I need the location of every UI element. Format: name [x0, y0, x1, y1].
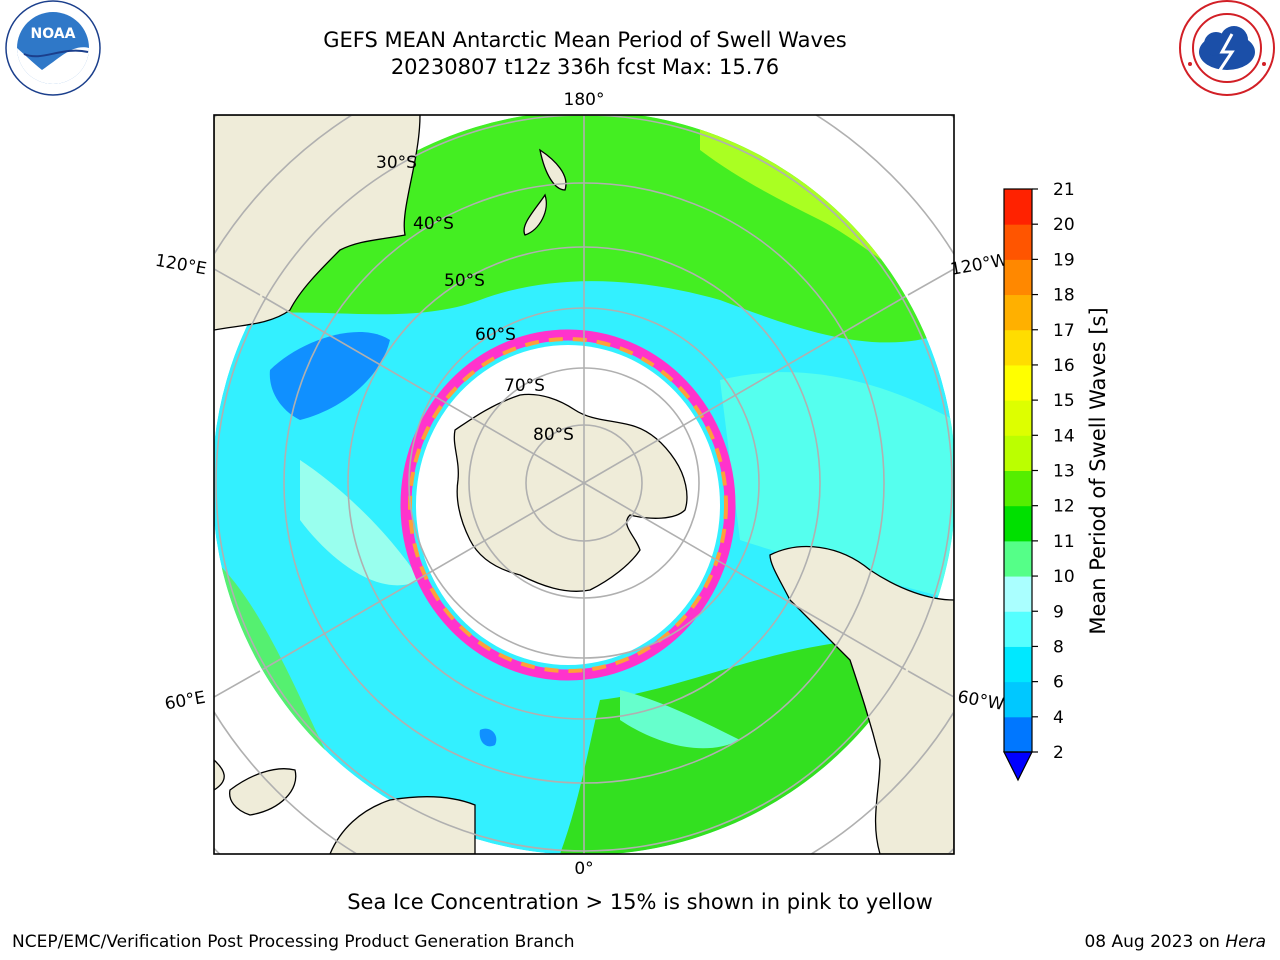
colorbar-band [1004, 681, 1032, 718]
colorbar: 2 4 6 8 9 10 11 12 13 14 15 16 17 18 19 20 21 [1003, 180, 1075, 782]
chart-subtitle: 20230807 t12z 336h fcst Max: 15.76 [390, 55, 780, 79]
lat-label-50s: 50°S [444, 271, 485, 291]
antarctica [453, 393, 688, 592]
colorbar-tick-label: 18 [1053, 286, 1075, 306]
colorbar-tick-label: 2 [1053, 743, 1064, 763]
colorbar-extend-min [1003, 751, 1033, 782]
colorbar-tick-label: 11 [1053, 532, 1075, 552]
colorbar-band [1004, 364, 1032, 401]
graticule [215, 115, 953, 854]
map-frame [213, 114, 955, 855]
colorbar-band [1004, 435, 1032, 471]
footer-date: 08 Aug 2023 on Hera [1084, 932, 1266, 952]
colorbar-tick-label: 13 [1053, 462, 1075, 482]
colorbar-tick-label: 15 [1053, 391, 1075, 411]
lat-label-80s: 80°S [533, 425, 574, 445]
colorbar-tick-label: 16 [1053, 356, 1075, 376]
lon-label-120e: 120°E [154, 251, 208, 280]
colorbar-tick-label: 6 [1053, 673, 1064, 693]
colorbar-tick-label: 21 [1053, 180, 1075, 200]
sea-ice-caption: Sea Ice Concentration > 15% is shown in … [347, 890, 933, 914]
footer-host: Hera [1225, 932, 1266, 952]
lat-label-30s: 30°S [376, 153, 417, 173]
colorbar-band [1004, 470, 1032, 507]
lon-label-60e: 60°E [163, 688, 207, 715]
colorbar-band [1004, 505, 1032, 542]
colorbar-tick-label: 20 [1053, 215, 1075, 235]
colorbar-band [1004, 329, 1032, 366]
colorbar-band [1004, 646, 1032, 683]
footer-date-text: 08 Aug 2023 on [1084, 932, 1226, 952]
lon-label-180: 180° [564, 90, 605, 110]
colorbar-tick-label: 17 [1053, 321, 1075, 341]
colorbar-tick-label: 14 [1053, 426, 1075, 446]
colorbar-band [1004, 540, 1032, 577]
colorbar-tick-label: 12 [1053, 497, 1075, 517]
svg-text:NOAA: NOAA [31, 26, 76, 42]
lat-label-70s: 70°S [504, 376, 545, 396]
colorbar-band [1004, 400, 1032, 436]
national-weather-service-logo [1179, 0, 1275, 96]
land [214, 115, 954, 854]
colorbar-band [1004, 576, 1032, 612]
colorbar-tick-label: 4 [1053, 708, 1064, 728]
colorbar-tick-label: 10 [1053, 567, 1075, 587]
lat-label-40s: 40°S [413, 214, 454, 234]
colorbar-band [1004, 294, 1032, 331]
colorbar-band [1004, 611, 1032, 647]
colorbar-tick-label: 9 [1053, 602, 1064, 622]
lat-label-60s: 60°S [475, 325, 516, 345]
colorbar-band [1004, 259, 1032, 296]
colorbar-tick-label: 8 [1053, 637, 1064, 657]
lon-label-120w: 120°W [949, 250, 1010, 280]
colorbar-tick-label: 19 [1053, 250, 1075, 270]
noaa-logo: NOAA [5, 0, 101, 96]
footer-credit: NCEP/EMC/Verification Post Processing Pr… [12, 932, 575, 952]
colorbar-band [1004, 189, 1032, 225]
colorbar-band [1004, 716, 1032, 753]
colorbar-band [1004, 224, 1032, 260]
lon-label-0: 0° [574, 859, 593, 879]
chart-title: GEFS MEAN Antarctic Mean Period of Swell… [323, 28, 847, 52]
lon-label-60w: 60°W [956, 687, 1006, 715]
colorbar-label: Mean Period of Swell Waves [s] [1086, 307, 1110, 634]
